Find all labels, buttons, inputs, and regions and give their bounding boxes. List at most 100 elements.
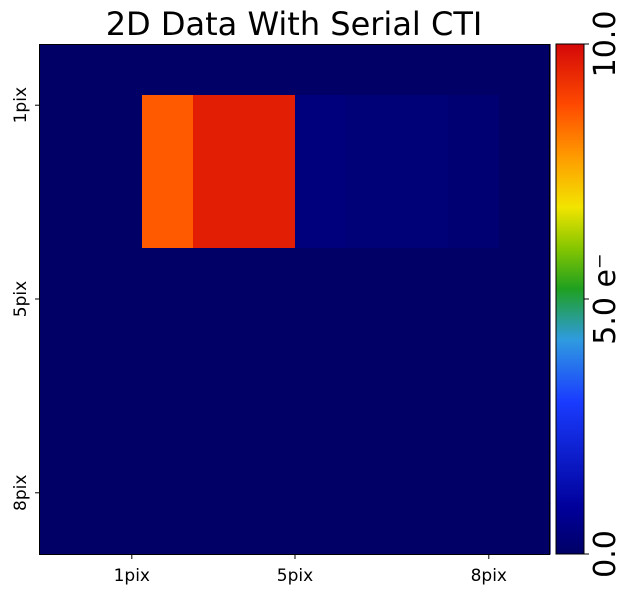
heatmap-cell [193, 401, 245, 453]
heatmap-cell [244, 401, 296, 453]
heatmap-cell [193, 248, 245, 300]
heatmap-cell [346, 248, 398, 300]
heatmap-cell [448, 503, 500, 555]
heatmap-cell [193, 146, 245, 198]
chart-title: 2D Data With Serial CTI [106, 5, 483, 43]
heatmap-cell [346, 95, 398, 147]
heatmap-cell [499, 452, 551, 504]
heatmap-cell [295, 299, 347, 351]
heatmap-cell [91, 197, 143, 249]
heatmap-cell [346, 197, 398, 249]
heatmap-cell [91, 401, 143, 453]
heatmap-cell [91, 299, 143, 351]
heatmap-cell [448, 350, 500, 402]
y-tick-label: 8pix [11, 475, 31, 511]
heatmap-cell [244, 248, 296, 300]
heatmap-cell [244, 146, 296, 198]
heatmap-cell [193, 299, 245, 351]
heatmap-cell [40, 401, 92, 453]
heatmap-cell [40, 44, 92, 96]
heatmap-cell [40, 95, 92, 147]
heatmap-cell [499, 44, 551, 96]
heatmap-cell [448, 452, 500, 504]
heatmap-cell [397, 197, 449, 249]
heatmap-cell [295, 146, 347, 198]
heatmap-cell [397, 350, 449, 402]
heatmap-cell [40, 503, 92, 555]
heatmap-cell [142, 503, 194, 555]
x-tick-label: 8pix [471, 566, 507, 586]
heatmap-cell [295, 350, 347, 402]
y-tick-label: 1pix [11, 87, 31, 123]
heatmap-cell [244, 503, 296, 555]
x-tick-label: 5pix [277, 566, 313, 586]
heatmap-cell [91, 452, 143, 504]
heatmap-cell [193, 95, 245, 147]
heatmap-cell [244, 197, 296, 249]
heatmap-cell [142, 299, 194, 351]
heatmap-cell [295, 503, 347, 555]
heatmap-cell [346, 452, 398, 504]
heatmap-cell [499, 350, 551, 402]
heatmap-cell [142, 452, 194, 504]
heatmap-cell [397, 248, 449, 300]
heatmap-cell [142, 197, 194, 249]
heatmap-cell [91, 95, 143, 147]
heatmap-cell [448, 401, 500, 453]
colorbar-mid-label: 5.0 e⁻ [588, 253, 623, 345]
heatmap-cell [91, 146, 143, 198]
heatmap-cell [499, 146, 551, 198]
heatmap-cell [244, 95, 296, 147]
heatmap-cell [40, 146, 92, 198]
heatmap-cell [448, 146, 500, 198]
heatmap-cell [499, 248, 551, 300]
heatmap-cell [193, 452, 245, 504]
heatmap-cell [397, 452, 449, 504]
heatmap-cell [499, 401, 551, 453]
heatmap-cell [40, 452, 92, 504]
y-tick-label: 5pix [11, 281, 31, 317]
heatmap-cell [40, 248, 92, 300]
x-axis: 1pix 5pix 8pix [114, 554, 507, 586]
heatmap-cell [499, 95, 551, 147]
heatmap-cell [91, 44, 143, 96]
heatmap-cell [346, 350, 398, 402]
heatmap-cell [142, 44, 194, 96]
heatmap-cells [40, 44, 551, 555]
heatmap-cell [193, 350, 245, 402]
heatmap-cell [397, 503, 449, 555]
heatmap-cell [142, 350, 194, 402]
heatmap-cell [244, 299, 296, 351]
y-axis: 1pix 5pix 8pix [11, 87, 40, 511]
heatmap-cell [295, 248, 347, 300]
heatmap-cell [397, 299, 449, 351]
heatmap-cell [346, 299, 398, 351]
heatmap-cell [295, 197, 347, 249]
heatmap-cell [295, 401, 347, 453]
heatmap-cell [346, 503, 398, 555]
heatmap-cell [295, 44, 347, 96]
heatmap-cell [448, 44, 500, 96]
heatmap-cell [448, 197, 500, 249]
colorbar-min-label: 0.0 [588, 530, 623, 578]
heatmap-cell [346, 44, 398, 96]
heatmap-cell [40, 197, 92, 249]
heatmap-cell [193, 44, 245, 96]
heatmap-cell [448, 248, 500, 300]
heatmap-cell [142, 146, 194, 198]
heatmap-cell [142, 95, 194, 147]
colorbar: 0.0 5.0 e⁻ 10.0 [555, 11, 623, 578]
colorbar-gradient [555, 43, 585, 555]
heatmap-cell [91, 350, 143, 402]
heatmap-cell [448, 95, 500, 147]
heatmap-cell [499, 197, 551, 249]
heatmap-cell [193, 503, 245, 555]
heatmap-cell [295, 95, 347, 147]
heatmap-cell [499, 503, 551, 555]
heatmap-cell [499, 299, 551, 351]
heatmap-cell [142, 401, 194, 453]
colorbar-max-label: 10.0 [588, 11, 623, 78]
heatmap-cell [448, 299, 500, 351]
heatmap-cell [244, 44, 296, 96]
